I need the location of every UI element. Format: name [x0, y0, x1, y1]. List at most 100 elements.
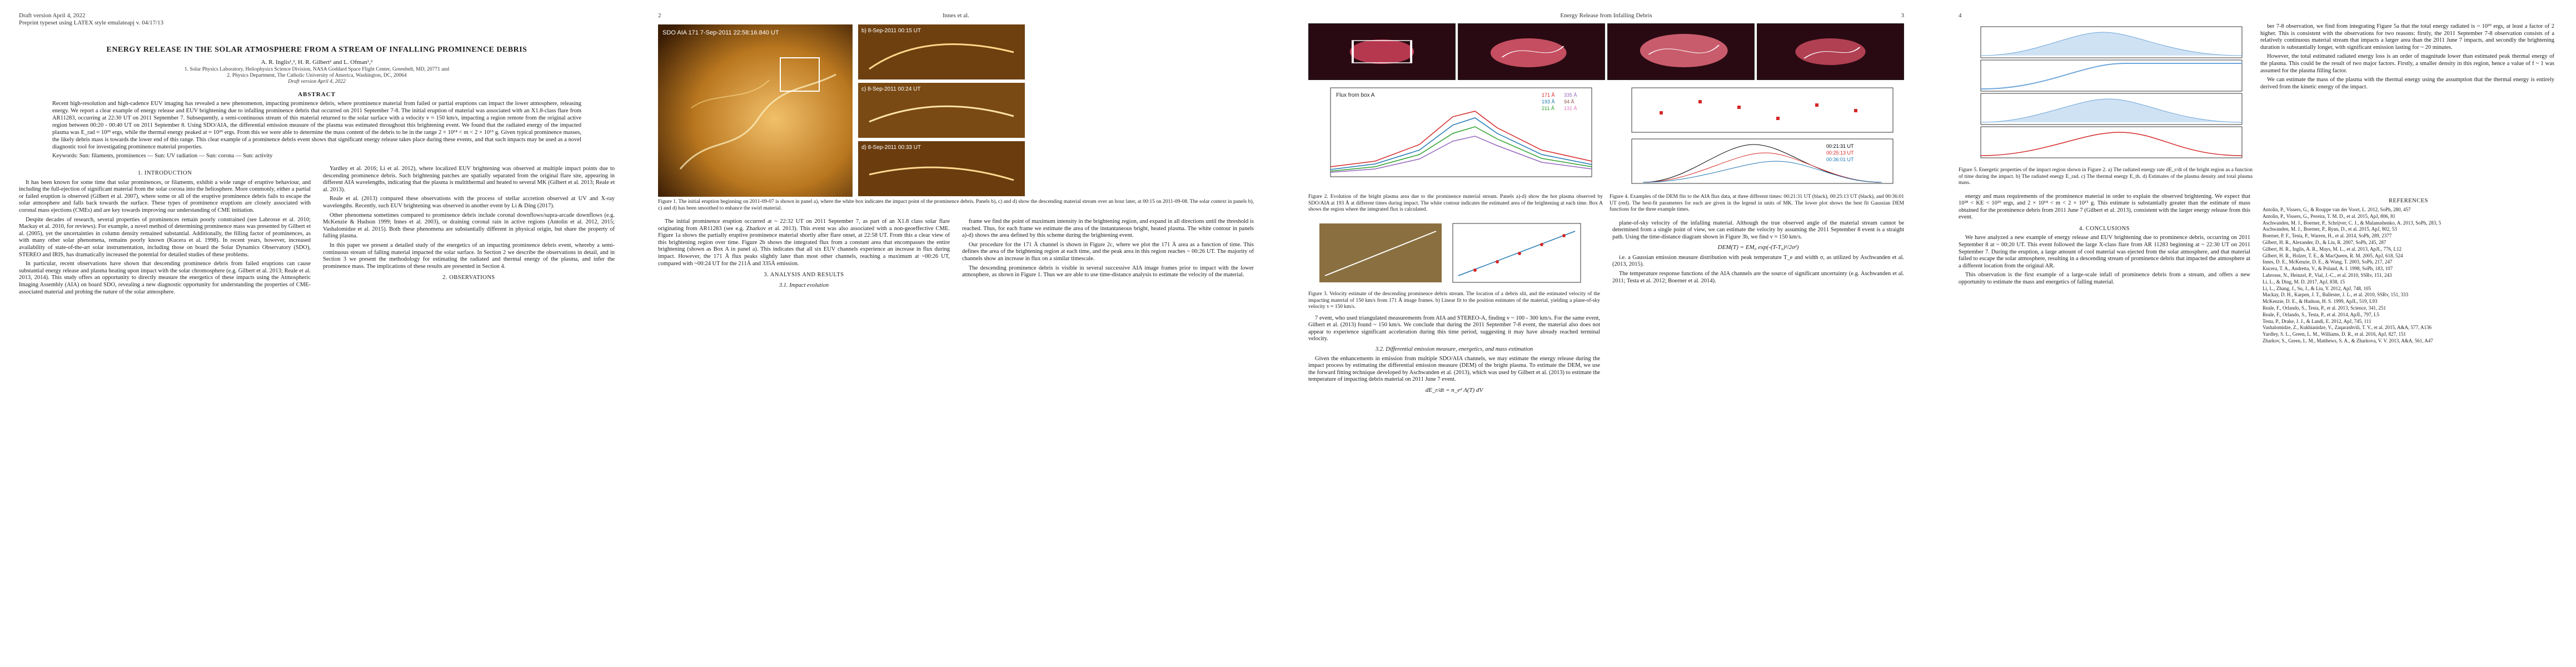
paragraph: i.e. a Gaussian emission measure distrib… — [1612, 254, 1904, 268]
reference-item: Labrosse, N., Heinzel, P., Vial, J.-C., … — [2263, 272, 2392, 278]
paragraph: In particular, recent observations have … — [19, 261, 311, 295]
fig2-panel-d — [1757, 23, 1904, 80]
running-head-center: Innes et al. — [943, 12, 969, 19]
figure-4-caption: Figure 4. Examples of the DEM fits to th… — [1610, 194, 1904, 212]
fig2-panel-b — [1458, 23, 1605, 80]
section-analysis-heading: 3. ANALYSIS AND RESULTS — [764, 272, 844, 278]
reference-list: Antolin, P., Vissers, G., & Rouppe van d… — [2263, 207, 2554, 344]
paper-title: ENERGY RELEASE IN THE SOLAR ATMOSPHERE F… — [106, 46, 527, 54]
reference-item: Li, L., & Ding, M. D. 2017, ApJ, 838, 15 — [2263, 278, 2345, 285]
references-heading: REFERENCES — [2389, 197, 2428, 204]
section-observations-heading: 2. OBSERVATIONS — [442, 275, 495, 281]
p2-column-1: The initial prominence eruption occurred… — [658, 218, 950, 291]
figure-2-image-row — [1308, 23, 1904, 80]
page-number: 4 — [1959, 12, 1962, 19]
reference-item: Yardley, S. L., Green, L. M., Williams, … — [2263, 331, 2406, 337]
svg-text:94 Å: 94 Å — [1564, 99, 1575, 104]
page-4: 4 Figure 5. Energetic properties of the … — [1940, 0, 2573, 667]
fig1-panel-d: d) 8-Sep-2011 00:33 UT — [858, 141, 1025, 196]
paragraph: plane-of-sky velocity of the infalling m… — [1612, 220, 1904, 240]
page-2: 2 Innes et al. SDO AIA 171 7-Sep-2011 22… — [639, 0, 1273, 667]
paragraph: The temperature response functions of th… — [1612, 271, 1904, 284]
p1-column-2: Yardley et al. 2016; Li et al. 2012), wh… — [323, 166, 615, 298]
p2-column-2: frame we find the point of maximum inten… — [962, 218, 1254, 291]
section-conclusions-heading: 4. CONCLUSIONS — [2079, 225, 2130, 232]
fig2-panel-a — [1308, 23, 1456, 80]
section-intro-heading: 1. INTRODUCTION — [137, 170, 192, 176]
subsection-impact-heading: 3.1. Impact evolution — [779, 282, 829, 288]
svg-text:335 Å: 335 Å — [1564, 92, 1577, 98]
svg-text:193 Å: 193 Å — [1542, 99, 1555, 104]
svg-text:211 Å: 211 Å — [1542, 106, 1554, 111]
reference-item: Mackay, D. H., Karpen, J. T., Ballester,… — [2263, 292, 2409, 298]
fig1-panel-a-label: SDO AIA 171 7-Sep-2011 22:58:16.840 UT — [662, 29, 779, 36]
p1-column-1: 1. INTRODUCTION It has been known for so… — [19, 166, 311, 298]
paragraph: This observation is the first example of… — [1959, 272, 2250, 286]
paragraph: In this paper we present a detailed stud… — [323, 242, 615, 270]
paragraph: ber 7-8 observation, we find from integr… — [2260, 23, 2554, 51]
figure-1-caption: Figure 1. The initial eruption beginning… — [658, 199, 1254, 211]
reference-item: Kucera, T. A., Andretta, V., & Poland, A… — [2263, 266, 2393, 272]
reference-item: Gilbert, H. R., Holzer, T. E., & MacQuee… — [2263, 252, 2403, 258]
reference-item: Gilbert, H. R., Alexander, D., & Liu, R.… — [2263, 240, 2386, 246]
svg-text:Flux from box A: Flux from box A — [1336, 92, 1375, 98]
figure-2-caption: Figure 2. Evolution of the bright plasma… — [1308, 194, 1603, 212]
paragraph: Our procedure for the 171 Å channel is s… — [962, 241, 1254, 262]
paragraph: Despite decades of research, several pro… — [19, 216, 311, 258]
draft-date: Draft version April 4, 2022 — [288, 79, 346, 84]
svg-text:131 Å: 131 Å — [1564, 106, 1577, 111]
fig5-energetics-plot — [1980, 26, 2243, 158]
p3-column-2: plane-of-sky velocity of the infalling m… — [1612, 220, 1904, 397]
reference-item: Gilbert, H. R., Inglis, A. R., Mays, M. … — [2263, 246, 2401, 252]
paragraph: However, the total estimated radiated en… — [2260, 53, 2554, 74]
draft-version: Draft version April 4, 2022 — [19, 12, 86, 19]
fig1-panel-c: c) 8-Sep-2011 00:24 UT — [858, 83, 1025, 138]
page-1: Draft version April 4, 2022 Preprint typ… — [0, 0, 634, 667]
reference-item: Reale, F., Orlando, S., Testa, P., et al… — [2263, 311, 2379, 317]
svg-text:171 Å: 171 Å — [1542, 92, 1555, 98]
fig2-lightcurve-plot: Flux from box A 171 Å 193 Å 211 Å 335 Å … — [1330, 87, 1592, 177]
paragraph: Reale et al. (2013) compared these obser… — [323, 196, 615, 209]
fig4-dem-plot: 00:21:31 UT 00:25:13 UT 00:36:01 UT — [1631, 87, 1894, 184]
paragraph: Other phenomena sometimes compared to pr… — [323, 212, 615, 240]
svg-text:c) 8-Sep-2011 00:24 UT: c) 8-Sep-2011 00:24 UT — [861, 86, 921, 92]
abstract-heading: ABSTRACT — [298, 91, 336, 98]
p3-column-1: Figure 3. Velocity estimate of the desce… — [1308, 220, 1600, 397]
paragraph: frame we find the point of maximum inten… — [962, 218, 1254, 239]
p4-column-1: ber 7-8 observation, we find from integr… — [2260, 23, 2554, 191]
svg-text:d) 8-Sep-2011 00:33 UT: d) 8-Sep-2011 00:33 UT — [861, 145, 921, 151]
reference-item: Antolin, P., Vissers, G., Pereira, T. M.… — [2263, 213, 2395, 219]
reference-item: Boerner, P. F., Testa, P., Warren, H., e… — [2263, 233, 2392, 239]
page-number: 2 — [658, 12, 661, 19]
reference-item: Innes, D. E., McKenzie, D. E., & Wang, T… — [2263, 259, 2393, 265]
running-head: Draft version April 4, 2022 Preprint typ… — [19, 12, 615, 27]
svg-text:00:36:01 UT: 00:36:01 UT — [1826, 157, 1854, 162]
preprint-typeset: Preprint typeset using LATEX style emula… — [19, 19, 164, 26]
equation-1: dE_r/dt = n_e² Λ(T) dV — [1425, 386, 1483, 394]
page-3: Energy Release from Infalling Debris 3 F… — [1289, 0, 1923, 667]
p4-column-2: energy and mass requirements of the prom… — [1959, 193, 2250, 345]
figure-3-caption: Figure 3. Velocity estimate of the desce… — [1308, 291, 1600, 310]
paragraph: Yardley et al. 2016; Li et al. 2012), wh… — [323, 166, 615, 193]
reference-item: Aschwanden, M. J., Boerner, P., Ryan, D.… — [2263, 226, 2397, 232]
reference-item: McKenzie, D. E., & Hudson, H. S. 1999, A… — [2263, 298, 2378, 305]
fig1-panel-b: b) 8-Sep-2011 00:15 UT — [858, 24, 1025, 79]
paragraph: 7 event, who used triangulated measureme… — [1308, 315, 1600, 342]
svg-text:00:21:31 UT: 00:21:31 UT — [1826, 143, 1854, 149]
fig2-panel-c — [1607, 23, 1755, 80]
paragraph: We have analyzed a new example of energy… — [1959, 235, 2250, 269]
reference-item: Testa, P., Drake, J. J., & Landi, E. 201… — [2263, 318, 2371, 324]
svg-text:b) 8-Sep-2011 00:15 UT: b) 8-Sep-2011 00:15 UT — [861, 28, 921, 34]
fig1-panel-a-sun-image: SDO AIA 171 7-Sep-2011 22:58:16.840 UT — [658, 24, 853, 197]
figure-5-caption: Figure 5. Energetic properties of the im… — [1959, 167, 2253, 186]
paragraph: Given the enhancements in emission from … — [1308, 355, 1600, 383]
figure-1: SDO AIA 171 7-Sep-2011 22:58:16.840 UT b… — [658, 24, 1254, 197]
paragraph: The descending prominence debris is visi… — [962, 265, 1254, 278]
keywords: Keywords: Sun: filaments, prominences — … — [52, 153, 273, 159]
reference-item: Antolin, P., Vissers, G., & Rouppe van d… — [2263, 207, 2411, 213]
authors: A. R. Inglis¹,², H. R. Gilbert¹ and L. O… — [261, 59, 373, 66]
reference-item: Zharkov, S., Green, L. M., Matthews, S. … — [2263, 338, 2433, 344]
affiliation-2: 2. Physics Department, The Catholic Univ… — [227, 73, 407, 78]
subsection-dem-heading: 3.2. Differential emission measure, ener… — [1375, 346, 1533, 352]
svg-text:00:25:13 UT: 00:25:13 UT — [1826, 150, 1854, 156]
